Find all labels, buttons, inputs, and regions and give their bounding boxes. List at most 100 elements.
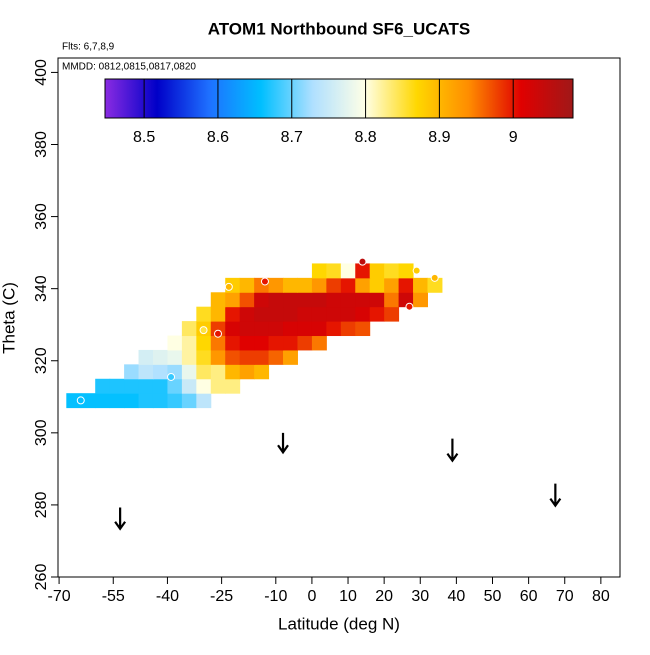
chart-title: ATOM1 Northbound SF6_UCATS (208, 19, 471, 38)
heatmap-cell (283, 306, 298, 322)
y-tick-label: 380 (33, 131, 50, 158)
y-tick-label: 280 (33, 491, 50, 518)
heatmap-cell (124, 364, 140, 380)
x-tick-label: 0 (307, 588, 316, 605)
annotation: MMDD: 0812,0815,0817,0820 (62, 62, 196, 73)
heatmap-cell (138, 378, 154, 394)
heatmap-cell (355, 321, 371, 337)
heatmap-cell (138, 393, 154, 409)
x-tick-label: 50 (484, 588, 502, 605)
heatmap-cell (95, 378, 111, 394)
heatmap-cell (297, 335, 313, 351)
heatmap-cell (283, 321, 298, 337)
x-axis-label: Latitude (deg N) (278, 614, 400, 633)
heatmap-cell (369, 292, 385, 308)
data-point (430, 273, 439, 282)
heatmap-cell (181, 349, 197, 365)
heatmap-cell (167, 335, 183, 351)
arrow (549, 483, 562, 508)
heatmap-cell (326, 292, 342, 308)
heatmap-cell (225, 378, 241, 394)
arrow (114, 507, 127, 531)
heatmap-cell (109, 393, 125, 409)
x-tick-label: -40 (156, 588, 179, 605)
heatmap-cell (239, 335, 255, 351)
heatmap-cell (268, 292, 284, 308)
heatmap-cell (326, 321, 342, 337)
data-point (358, 257, 367, 266)
heatmap-cell (369, 277, 385, 293)
x-tick-label: 60 (520, 588, 538, 605)
heatmap-cell (95, 393, 111, 409)
heatmap-cell (239, 306, 255, 322)
x-tick-label: 80 (592, 588, 610, 605)
y-tick-label: 320 (33, 347, 50, 374)
heatmap-cell (210, 349, 226, 365)
data-point (167, 372, 176, 381)
data-point (214, 329, 223, 338)
heatmap-cell (340, 263, 356, 279)
heatmap-cell (326, 263, 342, 279)
colorbar-tick-label: 8.7 (281, 129, 303, 146)
heatmap-cell (210, 335, 226, 351)
x-tick-label: 40 (447, 588, 465, 605)
y-tick-label: 260 (33, 564, 50, 591)
heatmap-cell (355, 277, 371, 293)
heatmap-cell (268, 321, 284, 337)
heatmap-cell (196, 306, 212, 322)
heatmap-cell (355, 306, 371, 322)
y-tick-label: 300 (33, 419, 50, 446)
heatmap-cell (254, 306, 270, 322)
heatmap-cell (268, 306, 284, 322)
heatmap-cell (239, 321, 255, 337)
heatmap-cell (297, 321, 313, 337)
heatmap-cell (210, 364, 226, 380)
heatmap-cell (225, 364, 241, 380)
heatmap-cell (196, 364, 212, 380)
heatmap-cell (196, 393, 212, 409)
heatmap-cell (152, 349, 168, 365)
heatmap-cell (254, 335, 270, 351)
heatmap-cell (138, 364, 154, 380)
heatmap-cell (225, 292, 241, 308)
heatmap-cell (413, 292, 428, 308)
heatmap-cell (413, 277, 428, 293)
plot-frame (57, 57, 621, 578)
heatmap-cell (239, 349, 255, 365)
x-tick-label: -10 (264, 588, 287, 605)
heatmap-cell (268, 277, 284, 293)
arrow (277, 432, 289, 455)
heatmap-cell (254, 349, 270, 365)
colorbar (104, 78, 574, 119)
x-tick-label: 70 (556, 588, 574, 605)
x-tick-label: 30 (411, 588, 429, 605)
colorbar-tick-label: 8.8 (354, 129, 376, 146)
heatmap-cell (138, 349, 154, 365)
heatmap-cell (167, 378, 183, 394)
heatmap-cell (225, 335, 241, 351)
data-point (199, 326, 208, 335)
heatmap-cell (283, 335, 298, 351)
heatmap-cell (254, 292, 270, 308)
heatmap-cell (369, 306, 385, 322)
heatmap-cell (283, 277, 298, 293)
heatmap-cell (152, 364, 168, 380)
heatmap-cell (196, 349, 212, 365)
heatmap-cell (181, 335, 197, 351)
heatmap-cell (196, 335, 212, 351)
heatmap-cell (254, 364, 270, 380)
heatmap-cell (196, 378, 212, 394)
colorbar-tick-label: 8.5 (133, 129, 155, 146)
x-tick-label: 10 (339, 588, 357, 605)
heatmap-cell (384, 306, 400, 322)
heatmap-cell (210, 292, 226, 308)
heatmap-cell (225, 306, 241, 322)
heatmap-cell (268, 349, 284, 365)
x-tick-label: 20 (375, 588, 393, 605)
heatmap-cell (225, 321, 241, 337)
colorbar-tick-label: 8.9 (428, 129, 450, 146)
heatmap-cell (109, 378, 125, 394)
heatmap-cell (384, 263, 400, 279)
data-point (260, 277, 269, 286)
heatmap-cell (181, 378, 197, 394)
